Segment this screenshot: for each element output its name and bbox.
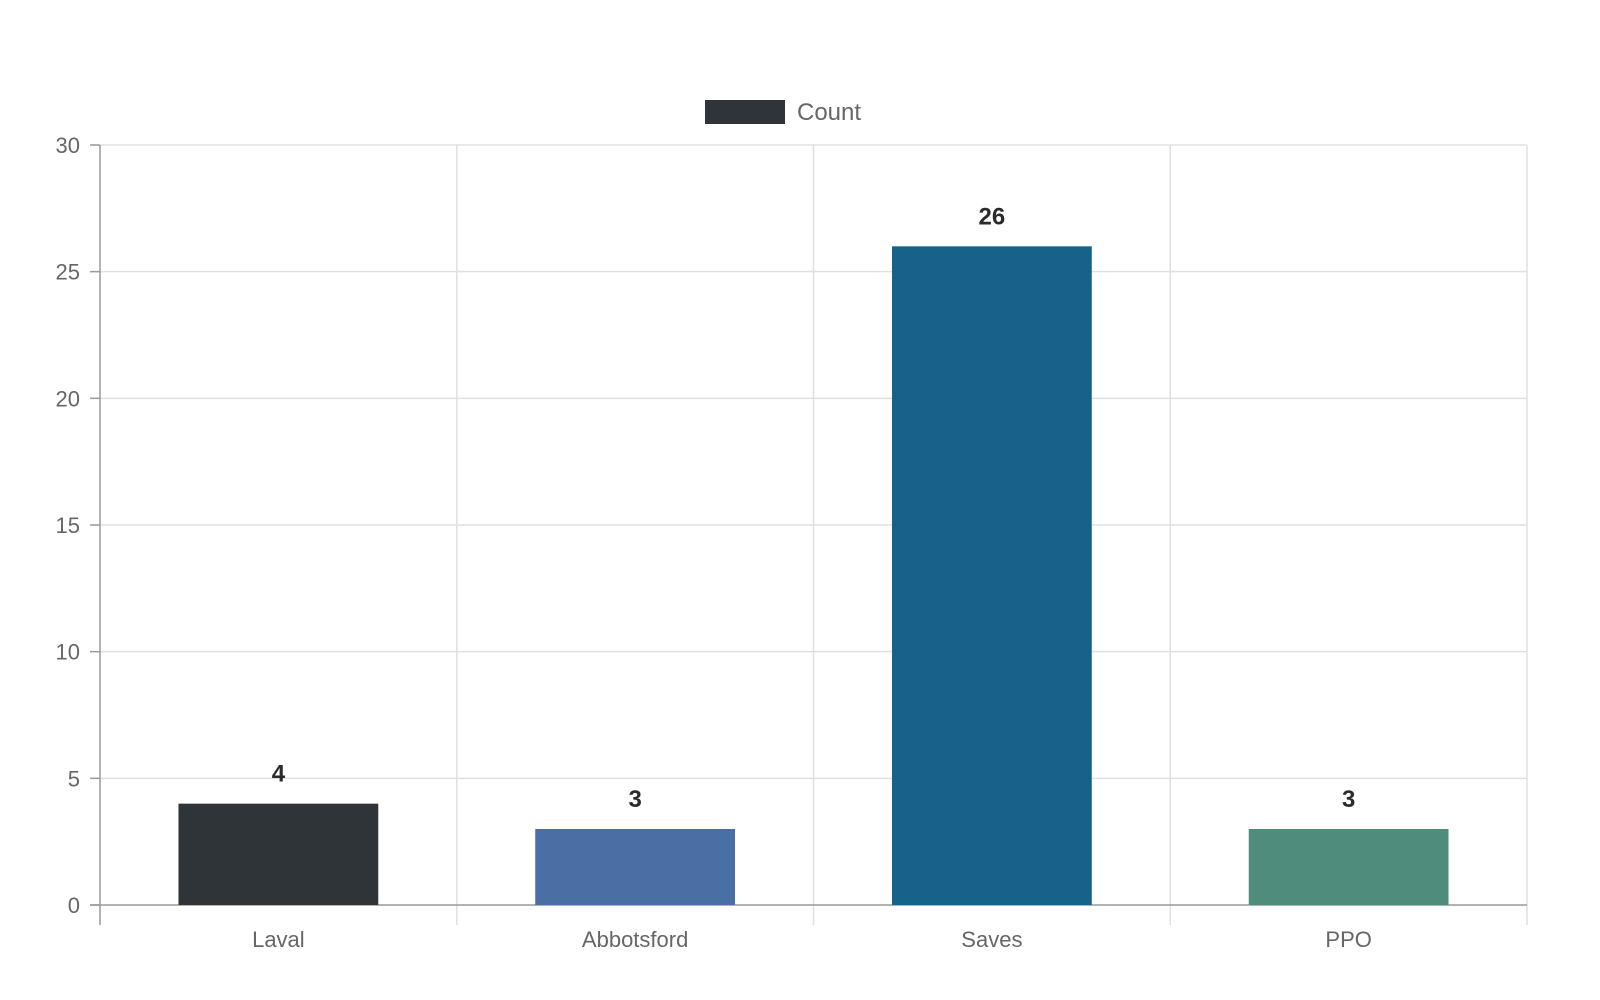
legend-label-count: Count (797, 99, 861, 126)
y-tick-label: 15 (56, 513, 80, 538)
bar-abbotsford[interactable] (535, 829, 736, 905)
y-tick-label: 20 (56, 386, 80, 411)
y-tick-label: 10 (56, 640, 80, 665)
data-label-saves: 26 (979, 203, 1006, 230)
data-label-laval: 4 (272, 761, 286, 788)
bars (178, 246, 1449, 906)
data-label-abbotsford: 3 (628, 786, 641, 813)
grid (100, 144, 1528, 925)
labels: 0 5 10 15 20 25 30 4 Laval 3 Abbotsford 26 Saves 3 PPO (56, 133, 1372, 952)
x-tick-label: Laval (252, 927, 305, 952)
y-tick-label: 0 (68, 893, 80, 918)
y-tick-label: 30 (56, 133, 80, 158)
x-tick-label: Saves (961, 927, 1022, 952)
x-tick-label: PPO (1325, 927, 1371, 952)
y-tick-label: 25 (56, 260, 80, 285)
legend-swatch-count (705, 100, 785, 124)
x-tick-label: Abbotsford (582, 927, 688, 952)
bar-ppo[interactable] (1248, 829, 1449, 905)
legend[interactable]: Count (705, 99, 861, 126)
bar-laval[interactable] (178, 803, 379, 905)
bar-saves[interactable] (891, 246, 1092, 906)
data-label-ppo: 3 (1342, 786, 1355, 813)
y-tick-label: 5 (68, 766, 80, 791)
